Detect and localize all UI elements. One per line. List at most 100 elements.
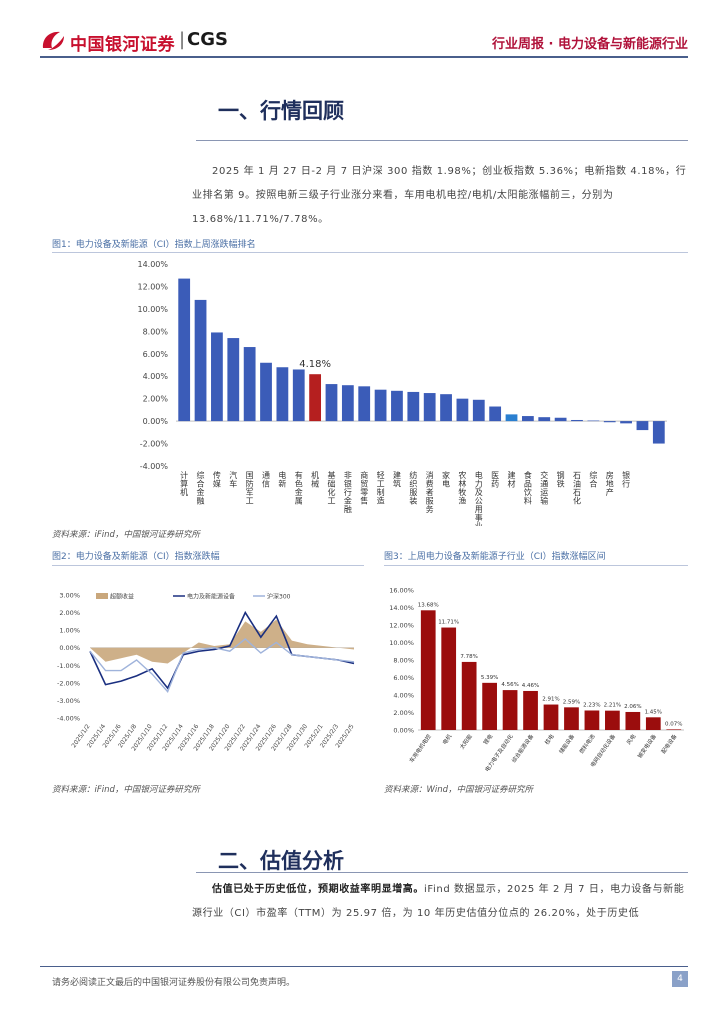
fig1-bar xyxy=(652,421,665,444)
fig1-bar xyxy=(636,421,649,431)
fig1-xtick: 建材 xyxy=(508,470,516,489)
fig1-xtick: 电力及公用事业 xyxy=(475,470,483,526)
fig1-bar xyxy=(407,391,420,422)
fig1-bar xyxy=(227,338,240,422)
fig1-bar xyxy=(260,362,272,422)
fig1-ytick: 12.00% xyxy=(137,282,168,291)
fig3-title: 图3：上周电力设备及新能源子行业（CI）指数涨幅区间 xyxy=(384,552,606,562)
fig3-bar xyxy=(625,711,641,730)
fig2-ytick: -1.00% xyxy=(57,662,80,670)
fig1-bar xyxy=(325,384,338,422)
logo-text: 中国银河证券 xyxy=(70,35,175,55)
fig1-xtick: 建筑 xyxy=(393,470,401,489)
fig1-xtick: 综合金融 xyxy=(197,470,205,506)
fig1-xtick: 农林牧渔 xyxy=(458,470,466,506)
fig3-value-label: 7.78% xyxy=(460,654,477,660)
fig1-bar xyxy=(554,417,567,422)
fig3-xtick: 太阳能 xyxy=(458,732,474,751)
section2-paragraph-bold: 估值已处于历史低位，预期收益率明显增高。 xyxy=(212,884,424,895)
fig3-title-bar: 图3：上周电力设备及新能源子行业（CI）指数涨幅区间 xyxy=(384,547,688,566)
fig3-ytick: 2.00% xyxy=(393,709,414,717)
fig1-ytick: 10.00% xyxy=(137,305,168,314)
section1-title: 一、行情回顾 xyxy=(218,99,344,123)
fig2-ytick: 3.00% xyxy=(59,592,80,600)
fig2-ytick: -3.00% xyxy=(57,697,80,705)
fig1-xtick: 医药 xyxy=(491,471,499,489)
fig1-xtick: 传媒 xyxy=(213,470,221,489)
fig3-bar xyxy=(441,627,457,730)
fig1-xtick: 国防军工 xyxy=(246,471,254,506)
fig1-xtick: 计算机 xyxy=(180,470,188,497)
fig1-ytick: 8.00% xyxy=(143,327,169,336)
fig3-value-label: 2.91% xyxy=(542,697,559,703)
fig2-excess-area xyxy=(90,619,354,664)
fig3-bar xyxy=(461,661,477,730)
fig3-bar xyxy=(645,717,661,730)
fig3-ytick: 12.00% xyxy=(389,622,414,630)
fig1-xtick: 房地产 xyxy=(606,470,614,497)
fig3-value-label: 0.07% xyxy=(665,721,682,727)
fig1-xtick: 交通运输 xyxy=(540,470,548,506)
fig1-ytick: -4.00% xyxy=(140,462,169,471)
footer-disclaimer: 请务必阅读正文最后的中国银河证券股份有限公司免责声明。 xyxy=(52,978,296,988)
fig1-bar xyxy=(521,416,534,422)
fig3-value-label: 11.71% xyxy=(438,620,459,626)
fig1-bar xyxy=(374,389,387,422)
fig2-ytick: 2.00% xyxy=(59,609,80,617)
fig3-bar xyxy=(666,729,682,730)
fig1-bar xyxy=(440,394,452,422)
fig1-ytick: 6.00% xyxy=(143,350,169,359)
fig1-bar xyxy=(505,414,518,422)
page-number: 4 xyxy=(672,971,688,987)
fig3-xtick: 风电 xyxy=(625,732,638,746)
fig1-bar xyxy=(243,347,256,422)
logo-icon xyxy=(42,31,64,50)
fig1-xtick: 非银行金融 xyxy=(344,470,352,514)
fig1-bar xyxy=(391,390,403,422)
fig1-ytick: 14.00% xyxy=(137,260,168,269)
fig1-xtick: 钢铁 xyxy=(557,470,565,489)
fig3-xtick: 核电 xyxy=(543,732,556,746)
fig1-bar xyxy=(211,332,223,422)
fig3-xtick: 燃料电池 xyxy=(577,732,596,755)
fig3-bar xyxy=(543,704,559,730)
fig3-ytick: 0.00% xyxy=(393,727,414,735)
fig1-xtick: 机械 xyxy=(311,470,319,489)
fig3-chart: 16.00% 14.00% 12.00% 10.00% 8.00% 6.00% 4.00% 2… xyxy=(389,587,684,773)
fig1-bar xyxy=(538,417,551,422)
fig3-bar xyxy=(564,707,579,730)
fig1-xtick: 汽车 xyxy=(229,470,237,489)
footer-divider xyxy=(40,966,688,967)
fig1-highlight-label: 4.18% xyxy=(299,359,331,370)
fig1-ytick: -2.00% xyxy=(140,440,169,449)
fig2-ytick: -2.00% xyxy=(57,679,80,687)
report-title: 行业周报 · 电力设备与新能源行业 xyxy=(492,37,688,52)
fig3-bar xyxy=(523,690,538,730)
fig1-xtick: 家电 xyxy=(442,470,450,489)
fig2-legend-label: 电力及新能源设备 xyxy=(187,593,235,601)
fig3-value-label: 2.21% xyxy=(604,703,621,709)
fig2-title: 图2：电力设备及新能源（CI）指数涨跌幅 xyxy=(52,552,220,562)
fig1-bar xyxy=(276,367,289,422)
fig3-bar xyxy=(502,690,518,730)
fig3-xtick: 电机 xyxy=(440,732,453,746)
fig3-ytick: 4.00% xyxy=(393,692,414,700)
section1-divider xyxy=(196,140,688,141)
fig2-source: 资料来源：iFind，中国银河证券研究所 xyxy=(52,785,200,795)
fig1-title: 图1：电力设备及新能源（CI）指数上周涨跌幅排名 xyxy=(52,240,256,250)
header: 中国银河证券 | CGS 行业周报 · 电力设备与新能源行业 xyxy=(0,0,724,60)
fig1-bar xyxy=(178,278,191,422)
fig1-xtick: 有色金属 xyxy=(295,470,303,506)
fig1-xtick: 基础化工 xyxy=(327,470,335,506)
fig3-bar xyxy=(584,710,600,730)
fig1-xtick: 通信 xyxy=(262,470,270,489)
fig1-bar xyxy=(571,419,583,422)
fig3-value-label: 2.59% xyxy=(563,699,580,705)
fig3-bar xyxy=(482,682,497,730)
fig3-value-label: 2.06% xyxy=(624,704,641,710)
fig2-line-hs300 xyxy=(89,638,355,693)
fig3-bar xyxy=(420,610,436,730)
fig3-value-label: 4.56% xyxy=(501,682,518,688)
section2-paragraph-text: iFind 数据显示，2025 年 2 月 7 日，电力设备与新能源行业（CI）… xyxy=(192,884,685,919)
fig3-ytick: 6.00% xyxy=(393,674,414,682)
